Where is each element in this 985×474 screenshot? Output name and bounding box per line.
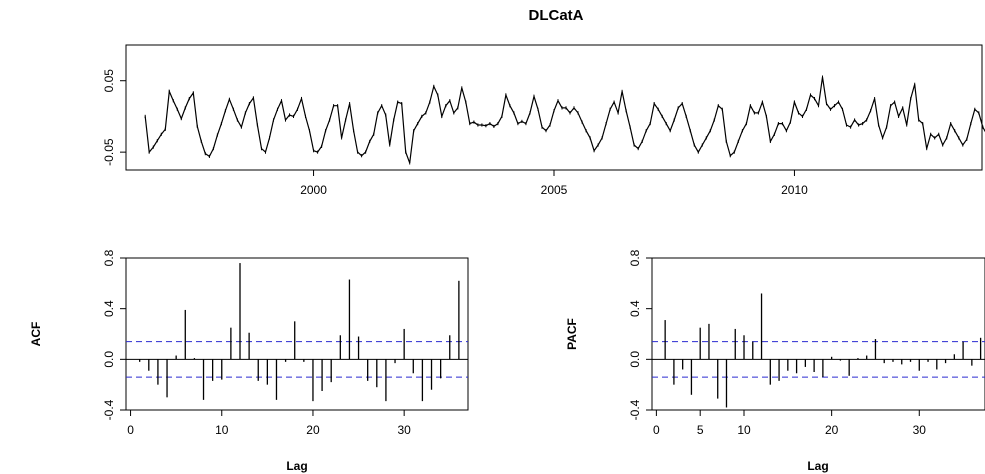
pacf-x-axis-label: Lag <box>807 459 828 473</box>
acf-y-axis-label: ACF <box>29 322 43 347</box>
pacf-y-axis-label: PACF <box>565 318 579 350</box>
x-tick-label: 2005 <box>541 183 568 197</box>
x-tick-label: 20 <box>306 423 320 437</box>
y-tick-label: 0.0 <box>102 351 116 368</box>
y-tick-label: 0.4 <box>628 300 642 317</box>
y-tick-label: -0.4 <box>102 399 116 420</box>
y-tick-label: 0.4 <box>102 300 116 317</box>
x-tick-label: 10 <box>737 423 751 437</box>
chart-title: DLCatA <box>529 7 584 24</box>
pacf-bars <box>652 293 985 408</box>
x-tick-label: 2010 <box>781 183 808 197</box>
y-tick-label: -0.4 <box>628 399 642 420</box>
x-tick-label: 0 <box>653 423 660 437</box>
x-tick-label: 10 <box>215 423 229 437</box>
y-tick-label: 0.0 <box>628 351 642 368</box>
y-tick-label: 0.8 <box>102 249 116 266</box>
x-tick-label: 0 <box>127 423 134 437</box>
x-tick-label: 5 <box>697 423 704 437</box>
y-tick-label: 0.8 <box>628 249 642 266</box>
y-tick-label: -0.05 <box>102 138 116 166</box>
time-series-points <box>144 75 984 165</box>
time-series-axes: 2000 2005 2010 -0.05 0.05 <box>102 69 808 197</box>
acf-x-axis-label: Lag <box>286 459 307 473</box>
time-series-panel: 2000 2005 2010 -0.05 0.05 <box>102 44 985 197</box>
pacf-axes: 0 5 10 20 30 -0.4 0.0 0.4 0.8 <box>628 249 926 437</box>
acf-panel: 0 10 20 30 -0.4 0.0 0.4 0.8 Lag ACF <box>29 249 469 473</box>
x-tick-label: 30 <box>913 423 927 437</box>
acf-frame <box>125 257 469 411</box>
x-tick-label: 30 <box>397 423 411 437</box>
pacf-panel: 0 5 10 20 30 -0.4 0.0 0.4 0.8 Lag PACF <box>565 249 985 473</box>
x-tick-label: 2000 <box>300 183 327 197</box>
pacf-frame <box>651 257 985 411</box>
acf-axes: 0 10 20 30 -0.4 0.0 0.4 0.8 <box>102 249 411 437</box>
y-tick-label: 0.05 <box>102 69 116 93</box>
acf-bars <box>126 263 468 402</box>
time-series-line <box>144 77 985 164</box>
x-tick-label: 20 <box>825 423 839 437</box>
